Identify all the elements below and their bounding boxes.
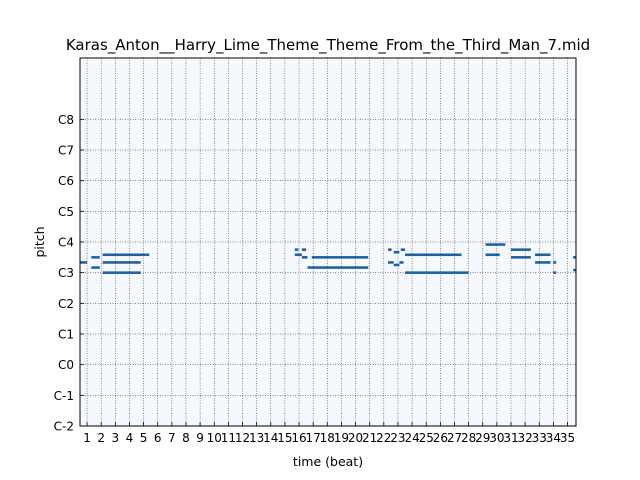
note-bar (102, 271, 141, 274)
note-bar (307, 266, 369, 269)
note-layer (80, 243, 576, 274)
note-bar (405, 253, 462, 257)
y-tick-label: C-1 (54, 389, 74, 403)
note-bar (311, 256, 369, 259)
x-tick-label: 26 (433, 431, 448, 445)
y-tick-label: C7 (58, 144, 74, 158)
x-tick-label: 22 (376, 431, 391, 445)
x-tick-label: 4 (126, 431, 134, 445)
x-tick-label: 31 (503, 431, 518, 445)
y-tick-label: C8 (58, 113, 74, 127)
note-bar (301, 256, 308, 259)
note-bar (91, 266, 100, 269)
x-tick-label: 15 (277, 431, 292, 445)
note-bar (91, 256, 100, 259)
x-tick-label: 5 (140, 431, 148, 445)
note-bar (485, 253, 500, 257)
x-tick-label: 2 (97, 431, 105, 445)
note-bar (535, 253, 551, 257)
x-tick-label: 24 (404, 431, 419, 445)
note-bar (405, 271, 469, 274)
y-axis-label: pitch (32, 226, 47, 257)
x-tick-label: 19 (334, 431, 349, 445)
y-tick-label: C1 (58, 328, 74, 342)
note-bar (393, 263, 400, 267)
x-tick-label: 9 (196, 431, 204, 445)
x-tick-label: 11 (221, 431, 236, 445)
note-bar (399, 261, 404, 264)
x-tick-label: 23 (390, 431, 405, 445)
x-tick-label: 16 (291, 431, 306, 445)
chart-title: Karas_Anton__Harry_Lime_Theme_Theme_From… (66, 36, 590, 55)
x-tick-label: 30 (489, 431, 504, 445)
x-axis-label: time (beat) (293, 454, 363, 469)
y-tick-label: C-2 (54, 420, 74, 434)
note-bar (388, 248, 392, 251)
x-tick-label: 7 (168, 431, 176, 445)
note-bar (102, 261, 141, 264)
note-bar (294, 253, 302, 257)
x-tick-label: 1 (83, 431, 91, 445)
y-tick-label: C0 (58, 358, 74, 372)
x-tick-label: 14 (263, 431, 278, 445)
note-bar (535, 261, 551, 264)
y-tick-label: C5 (58, 205, 74, 219)
note-bar (510, 248, 531, 251)
x-tick-label: 17 (306, 431, 321, 445)
grid-lines (80, 58, 576, 427)
x-tick-label: 29 (475, 431, 490, 445)
note-bar (80, 261, 88, 264)
x-tick-label: 35 (560, 431, 575, 445)
note-bar (553, 271, 557, 274)
x-tick-label: 8 (182, 431, 190, 445)
note-bar (510, 256, 531, 259)
x-tick-label: 34 (546, 431, 561, 445)
x-tick-label: 21 (362, 431, 377, 445)
note-bar (573, 256, 576, 259)
x-tick-label: 13 (249, 431, 264, 445)
note-bar (553, 261, 557, 264)
y-tick-label: C2 (58, 297, 74, 311)
note-bar (573, 268, 576, 272)
y-axis-ticks: C-2 C-1 C0 C1 C2 C3 C4 C5 C6 C7 C8 (54, 113, 84, 434)
note-bar (393, 250, 400, 254)
x-tick-label: 33 (532, 431, 547, 445)
note-bar (102, 253, 150, 257)
x-tick-label: 27 (447, 431, 462, 445)
y-tick-label: C3 (58, 266, 74, 280)
x-tick-label: 20 (348, 431, 363, 445)
note-bar (485, 243, 506, 246)
x-tick-label: 28 (461, 431, 476, 445)
note-bar (400, 248, 406, 251)
x-axis-ticks: 1 2 3 4 5 6 7 8 9 1011121314151617181920212223242… (83, 422, 575, 445)
y-tick-label: C4 (58, 236, 74, 250)
x-tick-label: 3 (112, 431, 120, 445)
note-bar (301, 248, 307, 251)
note-bar (294, 248, 299, 251)
x-tick-label: 10 (207, 431, 222, 445)
x-tick-label: 32 (517, 431, 532, 445)
note-bar (388, 261, 394, 264)
y-tick-label: C6 (58, 174, 74, 188)
x-tick-label: 25 (419, 431, 434, 445)
x-tick-label: 18 (320, 431, 335, 445)
x-tick-label: 12 (235, 431, 250, 445)
x-tick-label: 6 (154, 431, 162, 445)
